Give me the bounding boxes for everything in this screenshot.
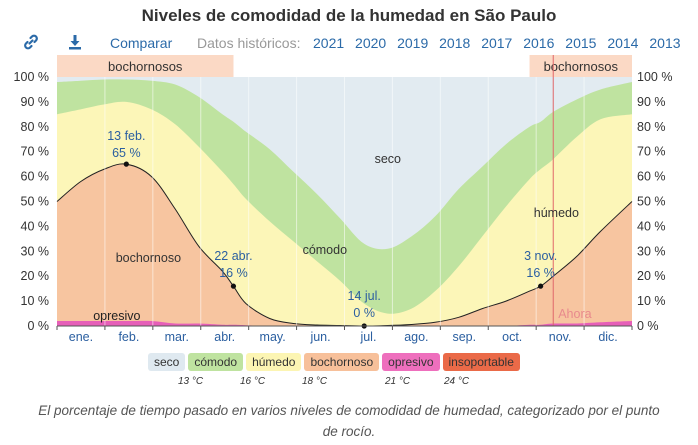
toolbar: Comparar Datos históricos: 2021 2020 201… [0, 33, 698, 53]
y-tick-left: 20 % [21, 269, 50, 283]
y-tick-right: 30 % [637, 244, 666, 258]
legend-seco: seco [148, 353, 186, 371]
x-tick-label: abr. [214, 330, 235, 344]
legend-bochornoso: bochornoso [304, 353, 380, 371]
annotation-dot [538, 283, 544, 289]
y-tick-right: 70 % [637, 145, 666, 159]
year-link[interactable]: 2015 [565, 35, 597, 51]
legend-humedo: húmedo [246, 353, 302, 371]
now-label: Ahora [558, 307, 591, 321]
x-tick-label: may. [260, 330, 286, 344]
year-link[interactable]: 2019 [397, 35, 429, 51]
region-label-humedo: húmedo [534, 206, 579, 220]
region-label-bochornoso: bochornoso [116, 251, 181, 265]
season-band-header [529, 55, 632, 77]
x-tick-label: ene. [69, 330, 93, 344]
annotation-date: 14 jul. [348, 289, 381, 303]
x-tick-label: jul. [359, 330, 376, 344]
region-label-comodo: cómodo [303, 243, 348, 257]
compare-link[interactable]: Comparar [110, 35, 173, 51]
threshold-label: 18 °C [302, 376, 328, 387]
y-tick-left: 90 % [21, 95, 50, 109]
x-tick-label: feb. [118, 330, 139, 344]
y-tick-left: 0 % [27, 319, 49, 333]
y-tick-right: 60 % [637, 170, 666, 184]
y-tick-right: 80 % [637, 120, 666, 134]
x-tick-label: sep. [452, 330, 476, 344]
legend-insoportable: insoportable [442, 353, 520, 371]
threshold-label: 13 °C [178, 376, 204, 387]
annotation-value: 0 % [353, 306, 375, 320]
annotation-date: 3 nov. [524, 249, 557, 263]
y-tick-left: 30 % [21, 244, 50, 258]
year-link[interactable]: 2014 [607, 35, 639, 51]
region-label-seco: seco [375, 152, 401, 166]
y-tick-left: 10 % [21, 294, 50, 308]
year-link[interactable]: 2021 [313, 35, 345, 51]
year-link[interactable]: 2017 [481, 35, 513, 51]
region-label-opresivo: opresivo [93, 309, 140, 323]
year-link[interactable]: 2020 [355, 35, 387, 51]
year-link[interactable]: 2018 [439, 35, 471, 51]
x-tick-label: ago. [404, 330, 428, 344]
annotation-value: 16 % [526, 266, 555, 280]
year-link[interactable]: 2016 [523, 35, 555, 51]
link-icon[interactable] [22, 33, 40, 51]
y-tick-right: 0 % [637, 319, 659, 333]
annotation-date: 13 feb. [107, 129, 145, 143]
y-tick-right: 90 % [637, 95, 666, 109]
threshold-label: 21 °C [385, 376, 411, 387]
page-title: Niveles de comodidad de la humedad en Sã… [141, 6, 557, 25]
season-band-header [57, 55, 234, 77]
year-link[interactable]: 2013 [649, 35, 681, 51]
y-tick-left: 60 % [21, 170, 50, 184]
chart-caption: El porcentaje de tiempo pasado en varios… [38, 403, 660, 439]
y-tick-right: 50 % [637, 195, 666, 209]
y-tick-left: 100 % [14, 70, 49, 84]
legend: seco cómodo húmedo bochornoso opresivo i… [148, 353, 523, 373]
dewpoint-thresholds: 13 °C 16 °C 18 °C 21 °C 24 °C [0, 376, 698, 390]
legend-comodo: cómodo [188, 353, 244, 371]
threshold-label: 16 °C [240, 376, 266, 387]
y-tick-right: 40 % [637, 219, 666, 233]
annotation-value: 16 % [219, 266, 248, 280]
x-tick-label: dic. [598, 330, 617, 344]
season-band-label: bochornosos [108, 59, 183, 74]
y-tick-left: 70 % [21, 145, 50, 159]
download-icon[interactable] [66, 33, 84, 51]
y-tick-left: 50 % [21, 195, 50, 209]
x-tick-label: oct. [502, 330, 522, 344]
y-tick-left: 40 % [21, 219, 50, 233]
y-tick-right: 20 % [637, 269, 666, 283]
annotation-date: 22 abr. [214, 249, 252, 263]
x-tick-label: mar. [165, 330, 189, 344]
legend-opresivo: opresivo [382, 353, 440, 371]
y-tick-right: 10 % [637, 294, 666, 308]
humidity-comfort-chart: bochornosos bochornosos Ahora seco cómodo húm… [14, 55, 672, 344]
historic-data-label: Datos históricos: [197, 35, 301, 51]
year-links: 2021 2020 2019 2018 2017 2016 2015 2014 … [313, 35, 688, 51]
annotation-value: 65 % [112, 146, 141, 160]
annotation-dot [123, 161, 129, 167]
threshold-label: 24 °C [444, 376, 470, 387]
season-band-label: bochornosos [544, 59, 619, 74]
y-tick-left: 80 % [21, 120, 50, 134]
x-tick-label: jun. [309, 330, 330, 344]
x-tick-label: nov. [549, 330, 572, 344]
annotation-dot [230, 283, 237, 289]
y-tick-right: 100 % [637, 70, 672, 84]
